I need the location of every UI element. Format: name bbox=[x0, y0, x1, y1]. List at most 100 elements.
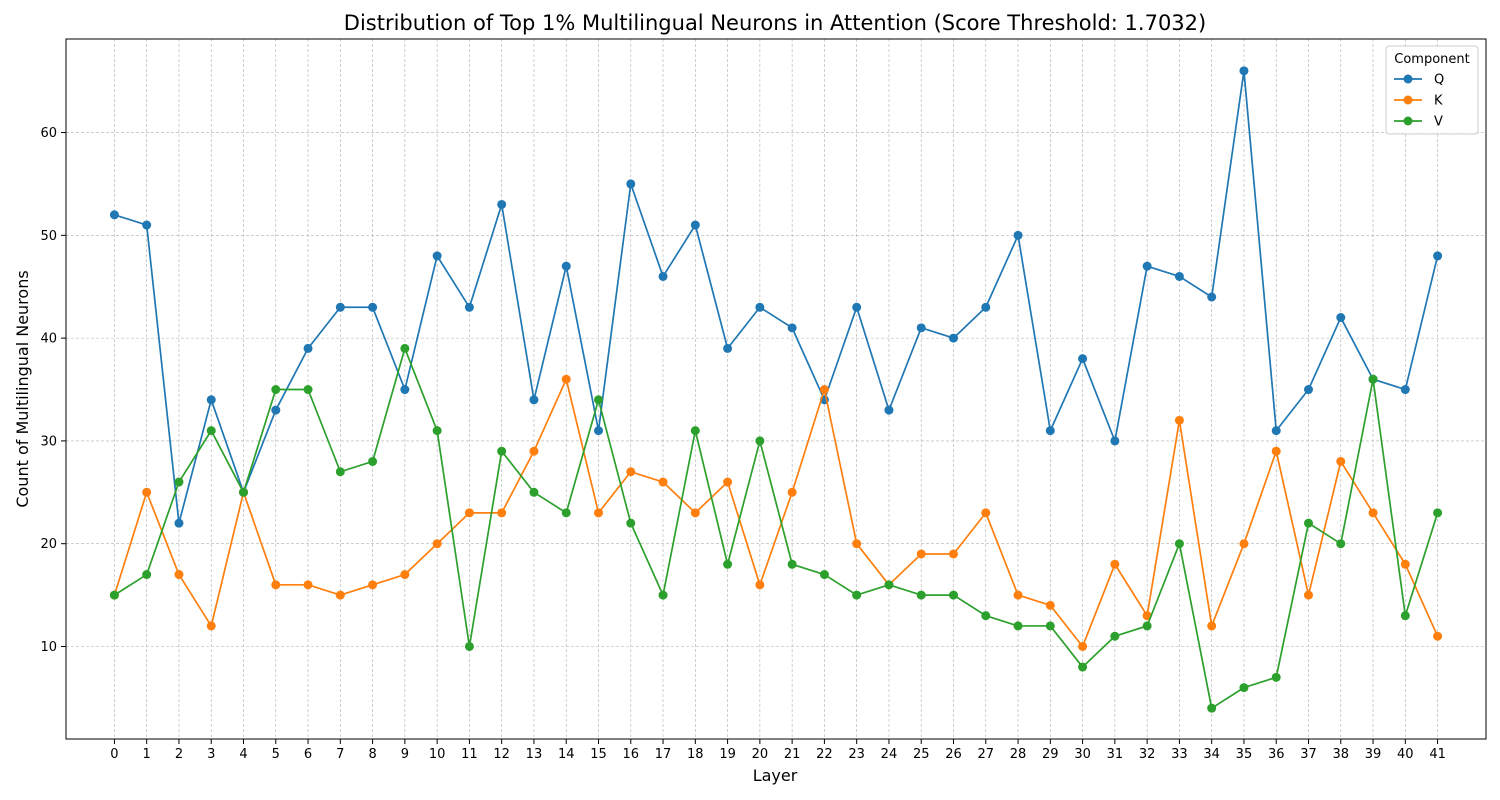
data-point-k bbox=[174, 570, 184, 580]
data-point-k bbox=[432, 539, 442, 549]
x-tick-label: 33 bbox=[1171, 747, 1188, 762]
data-point-k bbox=[723, 477, 733, 487]
x-tick-label: 35 bbox=[1236, 747, 1253, 762]
data-point-k bbox=[1013, 590, 1023, 600]
data-point-q bbox=[1013, 230, 1023, 240]
x-tick-label: 23 bbox=[848, 747, 865, 762]
data-point-k bbox=[1368, 508, 1378, 518]
x-tick-label: 12 bbox=[493, 747, 510, 762]
series-group bbox=[109, 66, 1443, 713]
data-point-v bbox=[1078, 662, 1088, 672]
data-point-q bbox=[884, 405, 894, 415]
data-point-q bbox=[561, 261, 571, 271]
data-point-q bbox=[1207, 292, 1217, 302]
data-point-k bbox=[1271, 446, 1281, 456]
y-axis-label: Count of Multilingual Neurons bbox=[13, 270, 32, 507]
data-point-v bbox=[690, 426, 700, 436]
data-point-q bbox=[206, 395, 216, 405]
x-tick-label: 16 bbox=[622, 747, 639, 762]
data-point-k bbox=[819, 385, 829, 395]
data-point-v bbox=[1336, 539, 1346, 549]
data-point-v bbox=[1368, 374, 1378, 384]
data-point-v bbox=[755, 436, 765, 446]
data-point-v bbox=[1239, 683, 1249, 693]
data-point-q bbox=[594, 426, 603, 436]
y-tick-label: 30 bbox=[40, 434, 57, 449]
x-tick-label: 6 bbox=[304, 747, 312, 762]
data-point-k bbox=[142, 487, 152, 497]
data-point-v bbox=[819, 570, 829, 580]
x-tick-label: 30 bbox=[1074, 747, 1091, 762]
x-tick-label: 32 bbox=[1139, 747, 1156, 762]
data-point-q bbox=[529, 395, 539, 405]
data-point-v bbox=[981, 611, 991, 621]
legend-box bbox=[1385, 45, 1479, 135]
series-q bbox=[109, 66, 1443, 528]
data-point-q bbox=[1174, 271, 1184, 281]
data-point-k bbox=[690, 508, 700, 518]
data-point-v bbox=[1271, 672, 1281, 682]
data-point-v bbox=[658, 590, 668, 600]
data-point-k bbox=[1078, 641, 1088, 651]
data-point-v bbox=[852, 590, 862, 600]
y-tick-label: 50 bbox=[40, 229, 57, 244]
x-tick-label: 24 bbox=[881, 747, 898, 762]
y-tick-label: 40 bbox=[40, 332, 57, 347]
data-point-v bbox=[561, 508, 571, 518]
data-point-k bbox=[1110, 559, 1120, 569]
data-point-q bbox=[303, 343, 313, 353]
data-point-k bbox=[787, 487, 797, 497]
x-tick-label: 4 bbox=[239, 747, 247, 762]
data-point-v bbox=[497, 446, 507, 456]
data-point-q bbox=[335, 302, 345, 312]
data-point-k bbox=[303, 580, 313, 590]
data-point-k bbox=[497, 508, 507, 518]
data-point-v bbox=[626, 518, 636, 528]
data-point-q bbox=[400, 385, 410, 395]
data-point-q bbox=[174, 518, 184, 528]
plot-frame bbox=[65, 38, 1487, 740]
series-line-k bbox=[113, 378, 1439, 648]
data-point-q bbox=[1078, 354, 1088, 364]
data-point-v bbox=[1304, 518, 1313, 528]
x-tick-label: 15 bbox=[590, 747, 607, 762]
x-tick-label: 31 bbox=[1107, 747, 1124, 762]
x-tick-label: 5 bbox=[272, 747, 280, 762]
data-point-q bbox=[142, 220, 152, 230]
axis-ticks: 0 1 2 3 4 5 6 7 8 9 10 11 12 13 14 15 16 17 18 19 20 21 22 23 24… bbox=[40, 126, 1445, 762]
legend-label: K bbox=[1434, 94, 1443, 109]
data-point-k bbox=[1239, 539, 1249, 549]
data-point-v bbox=[1013, 621, 1023, 631]
x-tick-label: 34 bbox=[1203, 747, 1220, 762]
x-tick-label: 8 bbox=[368, 747, 376, 762]
x-tick-label: 1 bbox=[143, 747, 151, 762]
x-tick-label: 3 bbox=[207, 747, 215, 762]
data-point-q bbox=[723, 343, 733, 353]
data-point-v bbox=[1207, 703, 1217, 713]
data-point-k bbox=[626, 467, 636, 477]
data-point-v bbox=[109, 590, 119, 600]
data-point-k bbox=[368, 580, 378, 590]
series-line-v bbox=[113, 347, 1439, 710]
data-point-q bbox=[464, 302, 474, 312]
x-tick-label: 21 bbox=[784, 747, 801, 762]
data-point-k bbox=[755, 580, 765, 590]
data-point-v bbox=[464, 641, 474, 651]
series-line-q bbox=[114, 70, 1439, 524]
x-tick-label: 29 bbox=[1042, 747, 1059, 762]
data-point-k bbox=[561, 374, 571, 384]
legend-entry-v: V bbox=[1394, 115, 1443, 130]
data-point-k bbox=[271, 580, 281, 590]
legend: Component QKV bbox=[1385, 45, 1479, 135]
data-point-v bbox=[239, 487, 248, 497]
data-point-v bbox=[1142, 621, 1152, 631]
legend-swatch-marker bbox=[1403, 74, 1413, 84]
data-point-k bbox=[1304, 590, 1313, 600]
data-point-v bbox=[916, 590, 926, 600]
data-point-v bbox=[174, 477, 184, 487]
x-tick-label: 19 bbox=[719, 747, 736, 762]
data-point-v bbox=[142, 570, 152, 580]
data-point-k bbox=[529, 446, 539, 456]
data-point-k bbox=[1433, 631, 1443, 641]
data-point-q bbox=[1304, 385, 1313, 395]
